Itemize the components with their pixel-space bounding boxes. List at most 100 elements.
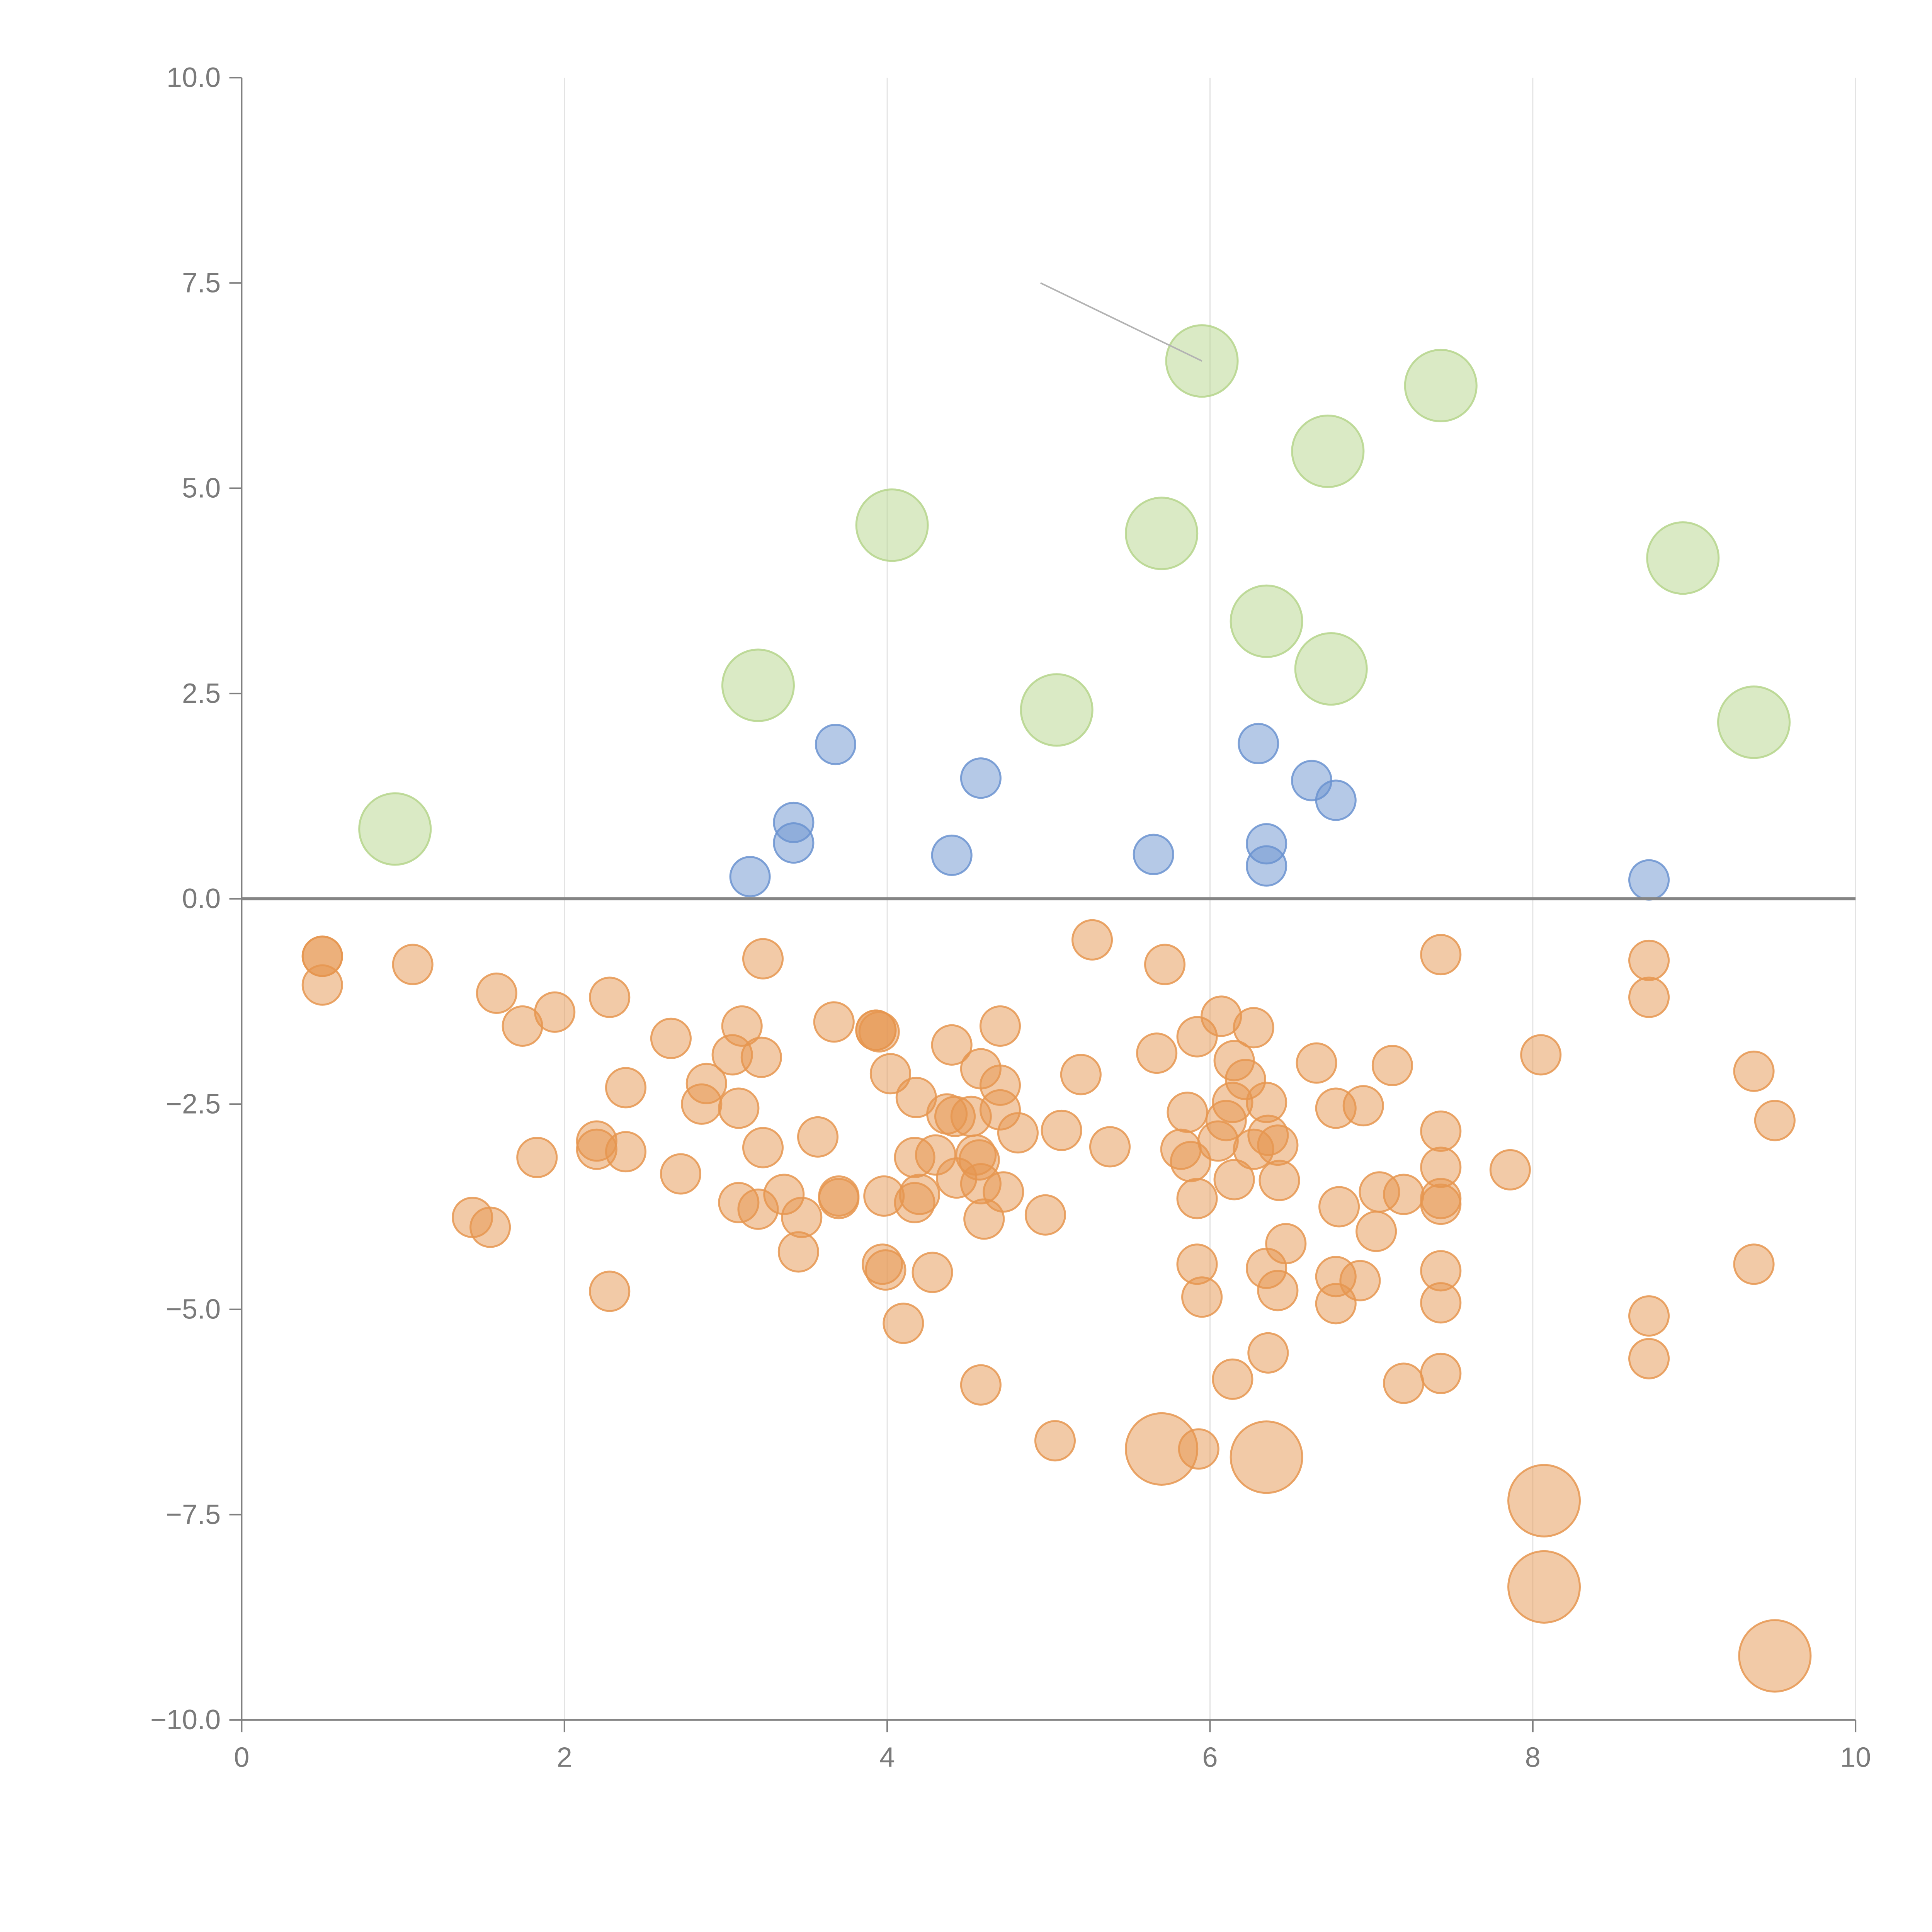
orange-point <box>392 944 434 985</box>
orange-point <box>1420 1282 1462 1324</box>
orange-point <box>1383 1173 1425 1215</box>
x-tick-label: 4 <box>879 1742 895 1773</box>
orange-point <box>1628 1295 1670 1337</box>
orange-point <box>1247 1332 1289 1374</box>
orange-point <box>685 1063 727 1104</box>
orange-point <box>777 1231 819 1273</box>
orange-point <box>1071 919 1113 961</box>
y-tick-label: −10.0 <box>150 1704 221 1735</box>
y-tick-label: −5.0 <box>166 1294 221 1325</box>
x-tick-label: 8 <box>1525 1742 1541 1773</box>
orange-point <box>1507 1550 1581 1624</box>
orange-point <box>1420 1352 1462 1394</box>
orange-point <box>1339 1260 1381 1301</box>
green-point <box>1125 497 1199 570</box>
orange-point <box>534 991 576 1033</box>
green-point <box>1230 584 1303 658</box>
orange-point <box>589 976 631 1018</box>
orange-point <box>1181 1276 1223 1318</box>
orange-point <box>476 972 517 1014</box>
orange-point <box>797 1116 839 1158</box>
orange-point <box>1176 1178 1218 1219</box>
orange-point <box>1125 1412 1199 1486</box>
orange-point <box>1167 1092 1208 1133</box>
y-tick-label: 0.0 <box>182 883 221 914</box>
orange-point <box>1628 939 1670 981</box>
orange-point <box>1089 1126 1131 1168</box>
orange-point <box>605 1067 647 1109</box>
green-point <box>1404 349 1478 422</box>
orange-point <box>1489 1149 1531 1190</box>
orange-point <box>1371 1044 1413 1087</box>
annotation-layer <box>242 282 1856 901</box>
y-tick-label: 2.5 <box>182 678 221 709</box>
orange-point <box>1259 1160 1300 1201</box>
y-tick-label: −7.5 <box>166 1499 221 1530</box>
blue-point <box>1133 833 1174 875</box>
orange-point <box>740 1036 782 1078</box>
y-tick-label: −2.5 <box>166 1088 221 1119</box>
green-point <box>855 488 929 562</box>
orange-point <box>979 1005 1021 1047</box>
orange-point <box>1144 944 1186 985</box>
green-point <box>1291 414 1365 488</box>
orange-point <box>1265 1223 1307 1265</box>
orange-point <box>894 1182 935 1223</box>
orange-point <box>1034 1420 1076 1462</box>
orange-point <box>818 1178 860 1219</box>
orange-point <box>516 1136 558 1179</box>
orange-point <box>1383 1362 1425 1404</box>
orange-point <box>1733 1243 1775 1285</box>
orange-point <box>1233 1007 1274 1049</box>
green-point <box>721 648 795 722</box>
x-tick-label: 2 <box>557 1742 572 1773</box>
orange-point <box>1041 1109 1082 1151</box>
orange-point <box>858 1011 900 1053</box>
orange-point <box>589 1270 631 1312</box>
orange-point <box>1257 1270 1299 1311</box>
orange-point <box>1136 1032 1178 1074</box>
orange-point <box>1628 1338 1670 1379</box>
orange-point <box>1024 1194 1066 1236</box>
blue-point <box>1315 779 1357 821</box>
orange-point <box>1420 934 1462 976</box>
orange-point <box>1318 1186 1360 1228</box>
orange-point <box>1342 1085 1384 1127</box>
orange-point <box>1420 1110 1462 1152</box>
blue-point <box>1246 845 1287 887</box>
orange-point <box>960 1364 1002 1406</box>
blue-point <box>729 856 771 898</box>
blue-point <box>773 822 815 864</box>
orange-point <box>1628 976 1670 1018</box>
orange-point <box>301 964 343 1006</box>
orange-point <box>1355 1211 1397 1252</box>
orange-point <box>660 1153 702 1195</box>
green-point <box>358 792 432 866</box>
orange-point <box>1213 1159 1255 1201</box>
annotation-connector <box>1040 282 1202 362</box>
orange-point <box>997 1112 1039 1154</box>
orange-point <box>650 1017 692 1059</box>
orange-point <box>983 1171 1024 1213</box>
blue-point <box>931 834 973 876</box>
x-tick-label: 6 <box>1202 1742 1218 1773</box>
orange-point <box>605 1131 647 1173</box>
x-tick-label: 0 <box>234 1742 249 1773</box>
blue-point <box>1238 723 1279 765</box>
green-point <box>1646 521 1720 595</box>
orange-point <box>1257 1124 1299 1166</box>
orange-point <box>1507 1464 1581 1537</box>
orange-point <box>1754 1100 1796 1141</box>
blue-point <box>1628 859 1670 901</box>
blue-point <box>960 757 1002 799</box>
orange-point <box>718 1087 760 1129</box>
green-point <box>1020 673 1094 747</box>
x-tick-label: 10 <box>1840 1742 1871 1773</box>
orange-point <box>469 1206 511 1248</box>
orange-point <box>1733 1050 1775 1092</box>
orange-point <box>912 1252 953 1293</box>
orange-point <box>1738 1619 1812 1693</box>
orange-point <box>1212 1358 1253 1400</box>
